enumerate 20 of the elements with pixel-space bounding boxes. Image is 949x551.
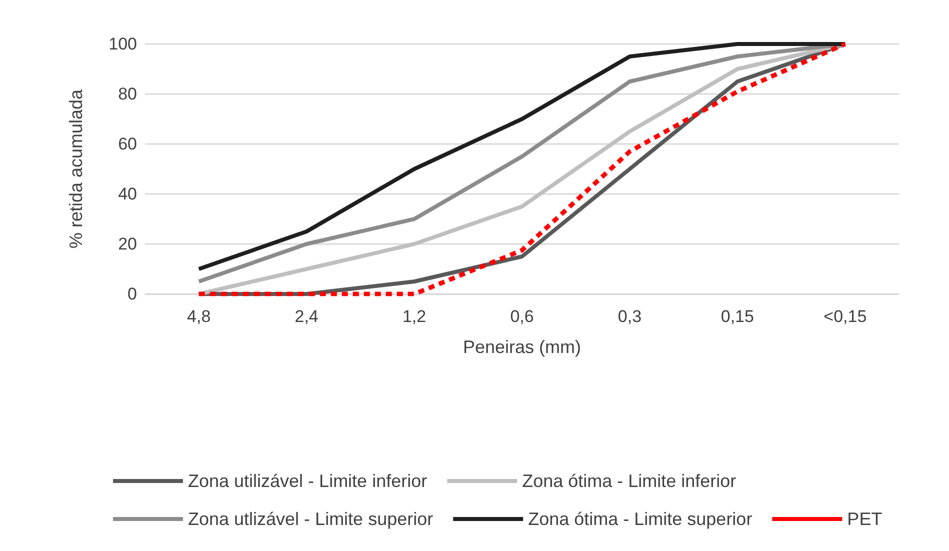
y-tick-label: 0 [128, 284, 137, 304]
legend-label: Zona ótima - Limite superior [528, 509, 752, 529]
legend-label: Zona ótima - Limite inferior [522, 471, 736, 491]
y-tick-label: 80 [118, 84, 137, 104]
y-tick-label: 100 [108, 34, 137, 54]
legend-label: Zona utilizável - Limite inferior [188, 471, 428, 491]
x-axis-title: Peneiras (mm) [462, 337, 582, 357]
x-tick-label: 0,15 [720, 307, 754, 326]
x-tick-label: 2,4 [294, 307, 318, 326]
x-tick-label: <0,15 [824, 307, 867, 326]
y-axis-title: % retida acumulada [66, 88, 86, 249]
x-tick-label: 4,8 [187, 307, 211, 326]
y-tick-label: 40 [118, 184, 137, 204]
x-tick-label: 0,3 [618, 307, 642, 326]
legend-label: PET [847, 509, 882, 529]
x-tick-label: 0,6 [510, 307, 534, 326]
legend-label: Zona utlizável - Limite superior [188, 509, 434, 529]
x-tick-label: 1,2 [402, 307, 426, 326]
y-tick-label: 60 [118, 134, 137, 154]
y-tick-label: 20 [118, 234, 137, 254]
